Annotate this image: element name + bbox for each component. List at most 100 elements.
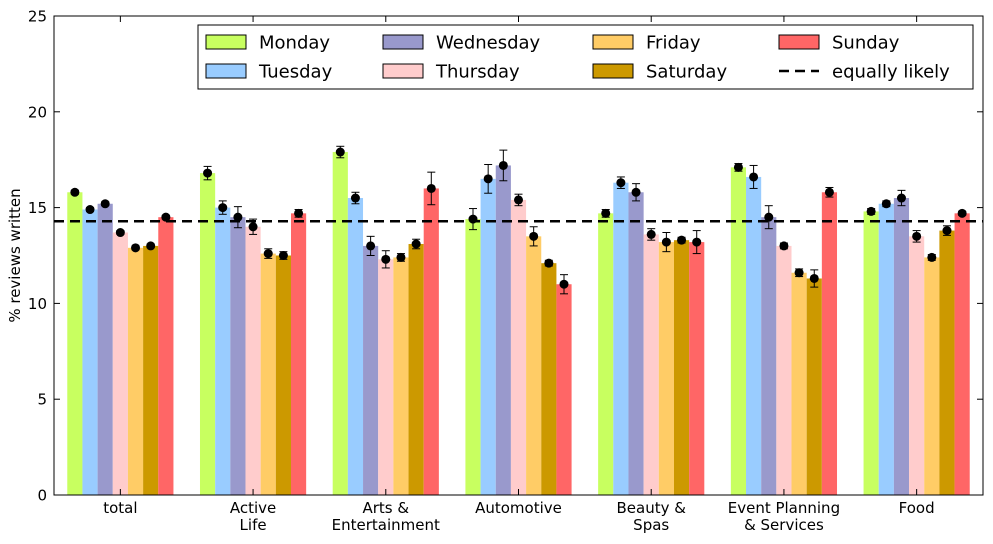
data-point: [233, 212, 243, 222]
x-tick-label: Automotive: [475, 499, 562, 517]
legend-label: Tuesday: [258, 62, 333, 83]
legend-entry: Wednesday: [382, 33, 541, 54]
error-bar: [366, 235, 376, 256]
legend-swatch: [205, 63, 247, 79]
data-point: [779, 241, 789, 251]
error-bar: [749, 164, 759, 189]
x-tick-label: Beauty & Spas: [616, 499, 686, 534]
data-point: [749, 172, 759, 182]
legend-label: Saturday: [646, 62, 727, 83]
legend-box: [197, 24, 974, 90]
bar: [480, 178, 496, 496]
y-tick-label: 5: [37, 391, 47, 409]
error-bar: [483, 163, 493, 194]
error-bar: [278, 251, 288, 260]
bar: [465, 219, 481, 495]
legend-label: Monday: [259, 33, 330, 54]
error-bar: [85, 205, 95, 215]
legend-swatch: [205, 34, 247, 50]
data-point: [912, 231, 922, 241]
error-bar: [544, 258, 554, 268]
error-bar: [161, 212, 171, 222]
error-bar: [661, 232, 671, 253]
bar: [275, 255, 291, 495]
legend-label: equally likely: [832, 62, 950, 83]
bar: [290, 213, 307, 495]
data-point: [942, 226, 952, 236]
error-bar: [631, 183, 641, 202]
legend-swatch: [778, 34, 820, 50]
data-point: [677, 235, 687, 245]
error-bar: [426, 171, 436, 206]
data-point: [498, 160, 508, 170]
bar: [97, 203, 113, 495]
bar: [245, 226, 261, 495]
data-point: [381, 254, 391, 264]
error-bar: [146, 241, 156, 251]
error-bar: [350, 191, 360, 205]
data-point: [733, 162, 743, 172]
error-bar: [131, 243, 141, 253]
error-bar: [942, 225, 952, 236]
data-point: [514, 195, 523, 205]
y-tick-label: 10: [28, 295, 47, 313]
error-bar: [70, 187, 80, 197]
bar: [143, 245, 159, 495]
error-bar: [824, 186, 834, 198]
data-point: [161, 212, 171, 222]
legend-label: Friday: [646, 33, 701, 54]
data-point: [529, 231, 539, 241]
error-bar: [927, 252, 937, 262]
bar: [230, 217, 246, 495]
error-bar: [559, 274, 569, 295]
data-point: [411, 239, 421, 249]
y-tick-label: 15: [28, 199, 47, 217]
data-point: [927, 252, 937, 262]
legend-swatch: [382, 63, 424, 79]
data-point: [794, 268, 804, 278]
bar: [556, 284, 572, 495]
bar: [510, 199, 527, 495]
error-bar: [100, 199, 110, 209]
error-bar: [896, 189, 906, 207]
bar: [393, 257, 409, 495]
data-point: [544, 258, 554, 268]
bar: [628, 192, 644, 495]
data-point: [601, 208, 611, 218]
error-bar: [396, 252, 406, 262]
error-bar: [601, 208, 611, 218]
error-bar: [866, 206, 876, 216]
data-point: [70, 187, 80, 197]
bar: [495, 165, 511, 495]
error-bar: [794, 268, 804, 278]
error-bar: [646, 228, 656, 241]
error-bar: [881, 199, 891, 209]
data-point: [957, 208, 967, 218]
bar: [806, 278, 822, 495]
error-bar: [294, 208, 304, 218]
bar: [526, 236, 542, 495]
bar: [199, 173, 216, 495]
error-bar: [203, 165, 213, 181]
bar: [821, 192, 838, 495]
data-point: [661, 237, 671, 247]
error-bar: [115, 228, 125, 238]
error-bar: [616, 176, 626, 189]
error-bar: [218, 200, 228, 215]
bar: [878, 203, 894, 495]
bar: [127, 247, 144, 495]
error-bar: [529, 226, 539, 247]
legend-entry: equally likely: [779, 62, 950, 83]
y-tick-label: 20: [28, 103, 47, 121]
x-tick-label: Active Life: [230, 499, 276, 534]
data-point: [203, 168, 213, 178]
data-point: [115, 228, 125, 238]
data-point: [809, 273, 819, 283]
bar: [112, 232, 128, 495]
y-tick-label: 25: [28, 8, 47, 26]
bar: [924, 257, 940, 495]
data-point: [559, 279, 569, 289]
error-bar: [263, 248, 273, 259]
bar: [541, 263, 557, 495]
x-tick-label: Food: [899, 499, 935, 517]
